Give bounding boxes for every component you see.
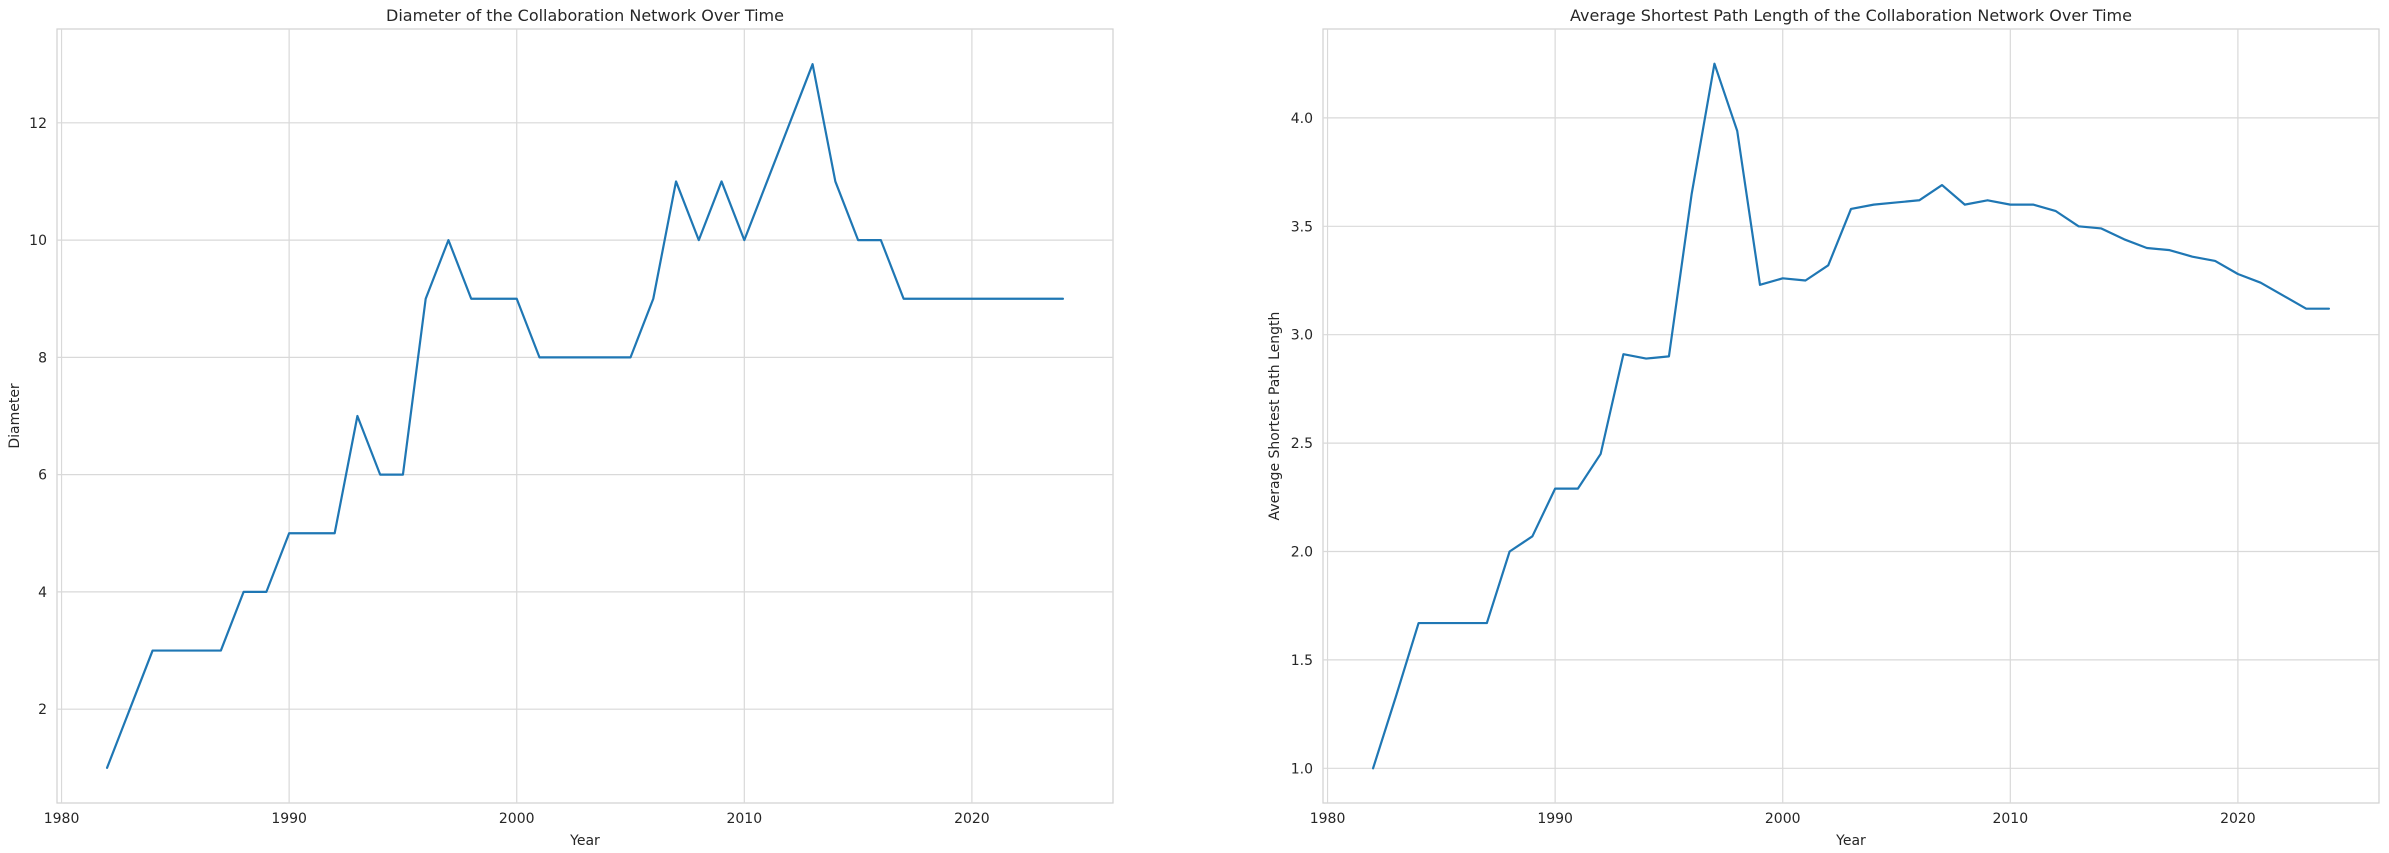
diameter-y-tick-label: 8 (38, 350, 47, 366)
avg-path-length-y-tick-label: 3.5 (1291, 219, 1313, 235)
avg-path-length-plot-area (1322, 28, 2380, 804)
diameter-y-tick-label: 4 (38, 585, 47, 601)
diameter-y-axis-label: Diameter (7, 383, 23, 449)
avg-path-length-x-axis-label: Year (1835, 833, 1866, 849)
diameter-chart-title: Diameter of the Collaboration Network Ov… (386, 6, 784, 25)
avg-path-length-y-tick-label: 2.5 (1291, 436, 1313, 452)
avg-path-length-chart-title: Average Shortest Path Length of the Coll… (1570, 6, 2132, 25)
avg-path-length-x-tick-label: 2010 (1992, 811, 2028, 827)
diameter-x-tick-label: 1990 (271, 811, 307, 827)
avg-path-length-chart: 1980 1990 2000 2010 2020 1.0 1.5 2.0 2.5 3.0 3.5 4… (1267, 6, 2380, 849)
avg-path-length-y-tick-label: 1.0 (1291, 761, 1313, 777)
avg-path-length-x-tick-label: 1990 (1537, 811, 1573, 827)
avg-path-length-y-ticks: 1.0 1.5 2.0 2.5 3.0 3.5 4.0 (1291, 111, 1313, 777)
diameter-y-tick-label: 12 (29, 116, 47, 132)
diameter-x-tick-label: 2000 (499, 811, 535, 827)
avg-path-length-y-tick-label: 1.5 (1291, 653, 1313, 669)
avg-path-length-y-axis-label: Average Shortest Path Length (1267, 312, 1283, 521)
avg-path-length-y-tick-label: 4.0 (1291, 111, 1313, 127)
diameter-x-ticks: 1980 1990 2000 2010 2020 (44, 811, 990, 827)
avg-path-length-grid (1323, 29, 2379, 803)
avg-path-length-x-tick-label: 2020 (2220, 811, 2256, 827)
avg-path-length-x-ticks: 1980 1990 2000 2010 2020 (1310, 811, 2256, 827)
diameter-x-axis-label: Year (569, 833, 600, 849)
diameter-series-line (105, 63, 1065, 769)
diameter-y-tick-label: 6 (38, 468, 47, 484)
diameter-chart: 1980 1990 2000 2010 2020 2 4 6 8 10 12 Diameter o… (7, 6, 1114, 849)
diameter-x-tick-label: 2020 (954, 811, 990, 827)
avg-path-length-series-line (1371, 62, 2331, 770)
diameter-y-tick-label: 2 (38, 702, 47, 718)
diameter-plot-area (56, 28, 1114, 804)
diameter-x-tick-label: 2010 (726, 811, 762, 827)
avg-path-length-x-tick-label: 1980 (1310, 811, 1346, 827)
diameter-y-tick-label: 10 (29, 233, 47, 249)
diameter-y-ticks: 2 4 6 8 10 12 (29, 116, 47, 718)
avg-path-length-y-tick-label: 3.0 (1291, 328, 1313, 344)
avg-path-length-y-tick-label: 2.0 (1291, 545, 1313, 561)
diameter-x-tick-label: 1980 (44, 811, 80, 827)
avg-path-length-x-tick-label: 2000 (1765, 811, 1801, 827)
